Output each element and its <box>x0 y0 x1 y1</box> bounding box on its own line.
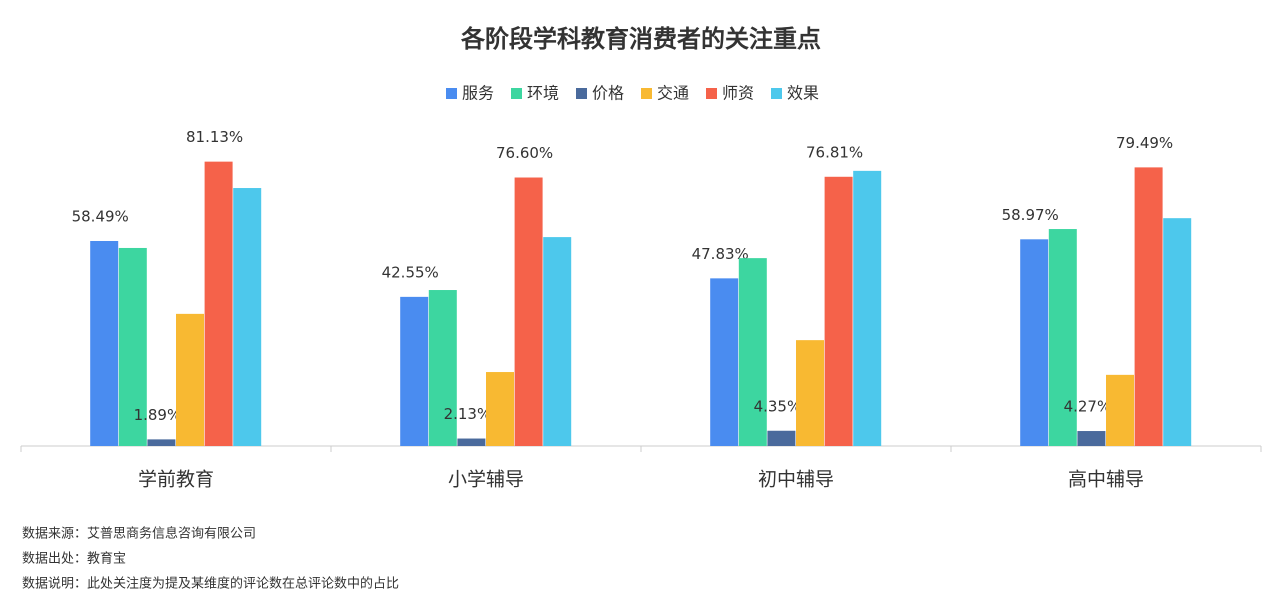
bar <box>1077 431 1106 446</box>
value-label: 42.55% <box>382 263 439 281</box>
x-tick-label: 初中辅导 <box>758 469 834 491</box>
value-label: 79.49% <box>1116 134 1173 152</box>
value-label: 1.89% <box>134 406 182 424</box>
legend-label: 师资 <box>722 84 754 103</box>
legend-swatch <box>511 88 522 99</box>
value-label: 4.35% <box>754 397 802 415</box>
bar <box>233 188 262 447</box>
bar <box>710 278 739 446</box>
legend-label: 效果 <box>787 84 819 103</box>
legend-swatch <box>446 88 457 99</box>
bar <box>543 237 572 446</box>
value-label: 2.13% <box>444 405 492 423</box>
legend-swatch <box>771 88 782 99</box>
bar <box>1048 229 1077 446</box>
bar <box>176 313 204 446</box>
bar <box>514 177 543 446</box>
value-label: 4.27% <box>1064 398 1112 416</box>
bar <box>428 290 457 446</box>
legend-label: 价格 <box>592 84 624 103</box>
value-label: 76.81% <box>806 143 863 161</box>
bar <box>796 340 824 446</box>
bar <box>738 258 767 446</box>
bar <box>824 176 853 446</box>
bar <box>1106 374 1134 446</box>
value-label: 81.13% <box>186 128 243 146</box>
legend-swatch <box>576 88 587 99</box>
x-tick-label: 学前教育 <box>138 469 214 491</box>
bar <box>204 161 233 446</box>
bar <box>400 296 429 446</box>
bar <box>1020 239 1049 446</box>
bar <box>486 372 514 446</box>
value-label: 58.97% <box>1002 206 1059 224</box>
bar <box>118 247 147 446</box>
x-tick-label: 高中辅导 <box>1068 469 1144 491</box>
footnote: 数据说明：此处关注度为提及某维度的评论数在总评论数中的占比 <box>22 576 399 592</box>
bar <box>90 240 119 446</box>
legend-label: 交通 <box>657 84 689 103</box>
footnote: 数据来源：艾普思商务信息咨询有限公司 <box>22 526 256 542</box>
legend-swatch <box>706 88 717 99</box>
chart-title: 各阶段学科教育消费者的关注重点 <box>460 25 821 53</box>
legend-swatch <box>641 88 652 99</box>
bar <box>1134 167 1163 446</box>
value-label: 76.60% <box>496 144 553 162</box>
bar <box>1163 218 1192 446</box>
bar <box>767 430 796 446</box>
bar <box>853 170 882 447</box>
bar <box>147 439 176 446</box>
x-tick-label: 小学辅导 <box>448 469 524 491</box>
legend-label: 环境 <box>527 84 559 103</box>
value-label: 58.49% <box>72 207 129 225</box>
bar <box>457 438 486 446</box>
footnote: 数据出处：教育宝 <box>22 551 126 567</box>
value-label: 47.83% <box>692 245 749 263</box>
legend-label: 服务 <box>462 84 494 103</box>
